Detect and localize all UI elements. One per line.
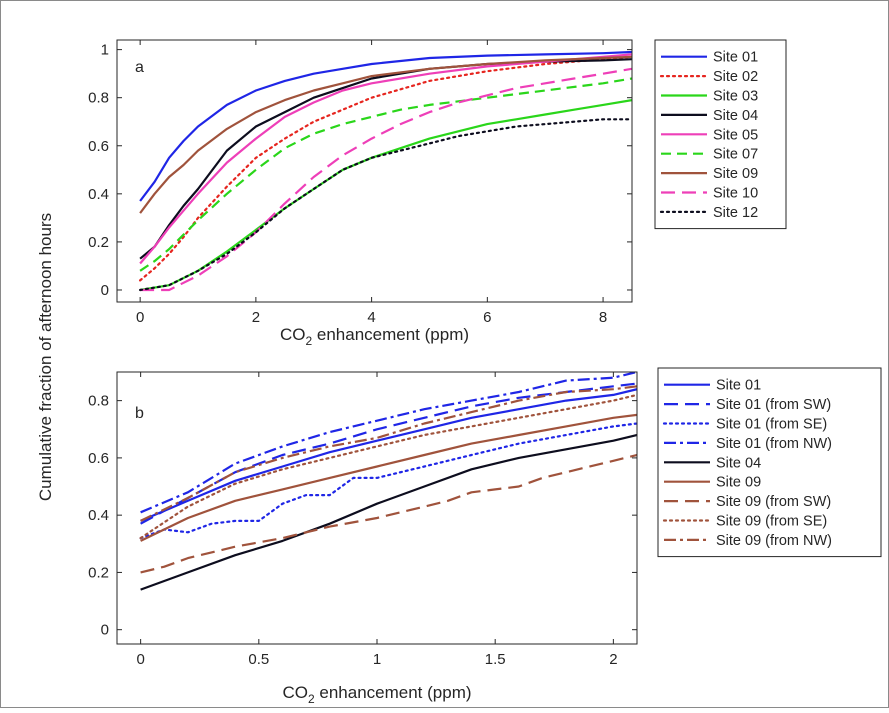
series-line-5 xyxy=(139,53,632,265)
legend-label: Site 05 xyxy=(713,127,758,143)
series-line-6 xyxy=(140,413,637,542)
legend-label: Site 09 (from SW) xyxy=(716,494,831,510)
y-tick-label: 0 xyxy=(101,622,109,639)
series-group xyxy=(139,372,637,591)
y-tick-label: 0.8 xyxy=(88,90,109,107)
series-line-5 xyxy=(140,433,637,591)
x-tick-label: 2 xyxy=(252,309,260,326)
series-line-2 xyxy=(139,55,632,282)
series-line-1 xyxy=(140,388,637,522)
legend-label: Site 01 (from SE) xyxy=(716,417,827,433)
y-tick-label: 0.8 xyxy=(88,393,109,410)
x-tick-label: 2 xyxy=(609,651,617,668)
legend-label: Site 01 xyxy=(716,378,761,394)
x-tick-label: 1 xyxy=(373,651,381,668)
series-line-3 xyxy=(139,99,632,292)
series-line-2 xyxy=(140,382,637,525)
x-tick-label: 4 xyxy=(367,309,375,326)
legend-label: Site 04 xyxy=(713,108,758,124)
series-line-3 xyxy=(139,422,637,540)
y-tick-label: 0.6 xyxy=(88,138,109,155)
legend-label: Site 09 xyxy=(713,166,758,182)
panel-b: 0 0.5 1 1.5 2 0 0.2 0.4 0.6 0.8 b CO2 enhancement (… xyxy=(88,367,882,706)
legend-label: Site 01 (from SW) xyxy=(716,397,831,413)
y-tick-label: 0.2 xyxy=(88,564,109,581)
legend-label: Site 09 (from NW) xyxy=(716,533,832,549)
y-tick-label: 0 xyxy=(101,282,109,299)
plot-area xyxy=(117,40,632,302)
legend-label: Site 10 xyxy=(713,186,758,202)
x-tick-label: 0 xyxy=(136,651,144,668)
x-axis-label: CO2 enhancement (ppm) xyxy=(280,325,469,348)
legend-label: Site 01 xyxy=(713,50,758,66)
legend-label: Site 09 xyxy=(716,475,761,491)
y-tick-label: 0.4 xyxy=(88,507,109,524)
y-axis-label: Cumulative fraction of afternoon hours xyxy=(36,213,55,501)
series-line-7 xyxy=(140,453,637,574)
legend-label: Site 02 xyxy=(713,69,758,85)
legend-label: Site 04 xyxy=(716,455,761,471)
series-line-1 xyxy=(139,50,632,202)
legend-label: Site 12 xyxy=(713,205,758,221)
panel-letter: a xyxy=(135,59,144,76)
x-axis-label: CO2 enhancement (ppm) xyxy=(282,683,471,706)
x-tick-label: 8 xyxy=(599,309,607,326)
x-tick-label: 0.5 xyxy=(248,651,269,668)
series-line-9 xyxy=(139,118,632,292)
legend-label: Site 07 xyxy=(713,147,758,163)
axes-box xyxy=(116,39,633,303)
series-line-7 xyxy=(139,55,632,214)
series-line-6 xyxy=(139,77,632,272)
legend-label: Site 03 xyxy=(713,89,758,105)
panel-letter: b xyxy=(135,405,144,422)
y-tick-label: 0.2 xyxy=(88,234,109,251)
series-line-8 xyxy=(140,67,632,292)
y-tick-label: 1 xyxy=(101,42,109,59)
plot-area xyxy=(117,372,637,644)
series-line-9 xyxy=(140,385,637,522)
series-line-8 xyxy=(139,393,637,540)
legend-label: Site 01 (from NW) xyxy=(716,436,832,452)
legend: Site 01 Site 02 Site 03 Site 04 Site 05 Site … xyxy=(654,39,787,230)
y-tick-label: 0.4 xyxy=(88,186,109,203)
series-group xyxy=(139,50,632,292)
x-tick-label: 1.5 xyxy=(485,651,506,668)
x-tick-label: 6 xyxy=(483,309,491,326)
legend-label: Site 09 (from SE) xyxy=(716,514,827,530)
x-tick-label: 0 xyxy=(136,309,144,326)
series-line-4 xyxy=(140,372,637,514)
legend: Site 01 Site 01 (from SW) Site 01 (from SE… xyxy=(657,367,882,558)
y-tick-label: 0.6 xyxy=(88,450,109,467)
panel-a: 0 2 4 6 8 0 0.2 0.4 0.6 0.8 1 a CO2 enhancement (ppm… xyxy=(88,39,787,348)
